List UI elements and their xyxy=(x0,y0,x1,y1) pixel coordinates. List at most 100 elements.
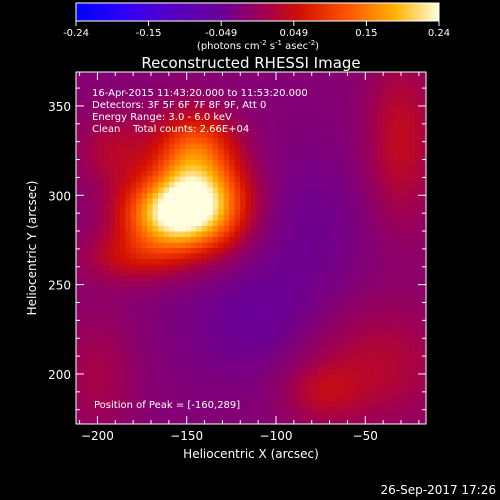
heatmap-cell xyxy=(223,193,230,200)
heatmap-cell xyxy=(229,110,236,117)
heatmap-cell xyxy=(294,248,301,255)
heatmap-cell xyxy=(382,303,389,310)
heatmap-cell xyxy=(218,363,225,370)
heatmap-cell xyxy=(360,72,367,79)
heatmap-cell xyxy=(158,187,165,194)
heatmap-cell xyxy=(97,330,104,337)
heatmap-cell xyxy=(174,77,181,84)
heatmap-cell xyxy=(311,110,318,117)
heatmap-cell xyxy=(147,231,154,238)
heatmap-cell xyxy=(316,374,323,381)
heatmap-cell xyxy=(289,297,296,304)
heatmap-cell xyxy=(141,308,148,315)
heatmap-cell xyxy=(147,215,154,222)
heatmap-cell xyxy=(354,165,361,172)
heatmap-cell xyxy=(158,358,165,365)
heatmap-cell xyxy=(338,281,345,288)
heatmap-cell xyxy=(212,391,219,398)
heatmap-cell xyxy=(415,402,422,409)
heatmap-cell xyxy=(261,165,269,172)
heatmap-cell xyxy=(354,220,361,227)
heatmap-cell xyxy=(245,396,252,403)
heatmap-cell xyxy=(354,132,361,139)
heatmap-cell xyxy=(376,127,383,134)
heatmap-cell xyxy=(365,121,372,128)
heatmap-cell xyxy=(311,99,318,106)
heatmap-cell xyxy=(349,72,356,79)
heatmap-cell xyxy=(289,308,296,315)
heatmap-cell xyxy=(349,374,356,381)
heatmap-cell xyxy=(322,237,329,244)
heatmap-cell xyxy=(278,407,285,414)
heatmap-cell xyxy=(190,253,197,260)
heatmap-cell xyxy=(229,380,236,387)
heatmap-cell xyxy=(158,154,165,161)
heatmap-cell xyxy=(294,94,301,101)
heatmap-cell xyxy=(382,176,389,183)
heatmap-cell xyxy=(108,319,115,326)
heatmap-cell xyxy=(185,182,192,189)
heatmap-cell xyxy=(130,363,137,370)
heatmap-cell xyxy=(360,396,367,403)
heatmap-cell xyxy=(300,165,307,172)
heatmap-cell xyxy=(174,193,181,200)
heatmap-cell xyxy=(376,374,383,381)
heatmap-cell xyxy=(343,160,351,167)
heatmap-cell xyxy=(283,226,290,233)
heatmap-cell xyxy=(141,336,148,343)
heatmap-cell xyxy=(190,176,197,183)
heatmap-cell xyxy=(333,121,340,128)
heatmap-cell xyxy=(158,242,165,249)
heatmap-cell xyxy=(393,407,400,414)
heatmap-cell xyxy=(398,242,405,249)
heatmap-cell xyxy=(283,237,290,244)
heatmap-cell xyxy=(130,292,137,299)
heatmap-cell xyxy=(136,127,143,134)
heatmap-cell xyxy=(136,264,143,271)
heatmap-cell xyxy=(212,88,219,95)
heatmap-cell xyxy=(338,374,345,381)
heatmap-cell xyxy=(327,292,334,299)
heatmap-cell xyxy=(289,363,296,370)
heatmap-cell xyxy=(125,94,132,101)
heatmap-cell xyxy=(294,413,301,420)
heatmap-cell xyxy=(272,165,279,172)
heatmap-cell xyxy=(415,182,422,189)
heatmap-cell xyxy=(108,297,115,304)
heatmap-cell xyxy=(376,314,383,321)
heatmap-cell xyxy=(322,418,329,424)
heatmap-cell xyxy=(278,259,285,266)
heatmap-cell xyxy=(147,314,154,321)
heatmap-cell xyxy=(251,413,258,420)
heatmap-cell xyxy=(415,165,422,172)
heatmap-cell xyxy=(212,215,219,222)
heatmap-cell xyxy=(333,281,340,288)
heatmap-cell xyxy=(103,407,110,414)
x-tick-label: −150 xyxy=(170,429,203,443)
heatmap-cell xyxy=(311,297,318,304)
heatmap-cell xyxy=(305,72,312,79)
heatmap-cell xyxy=(196,149,203,156)
heatmap-cell xyxy=(179,198,186,205)
heatmap-cell xyxy=(108,127,115,134)
heatmap-cell xyxy=(229,138,236,145)
heatmap-cell xyxy=(223,286,230,293)
heatmap-cell xyxy=(136,347,143,354)
heatmap-cell xyxy=(174,341,181,348)
heatmap-cell xyxy=(130,215,137,222)
heatmap-cell xyxy=(305,385,312,392)
heatmap-cell xyxy=(76,336,83,343)
heatmap-cell xyxy=(92,209,99,216)
heatmap-cell xyxy=(365,314,372,321)
heatmap-cell xyxy=(196,308,203,315)
heatmap-cell xyxy=(365,105,372,112)
heatmap-cell xyxy=(316,330,323,337)
heatmap-cell xyxy=(174,259,181,266)
heatmap-cell xyxy=(218,314,225,321)
heatmap-cell xyxy=(201,105,208,112)
heatmap-cell xyxy=(207,105,214,112)
heatmap-cell xyxy=(141,369,148,376)
heatmap-cell xyxy=(382,319,389,326)
heatmap-cell xyxy=(125,275,132,282)
heatmap-cell xyxy=(207,171,214,178)
